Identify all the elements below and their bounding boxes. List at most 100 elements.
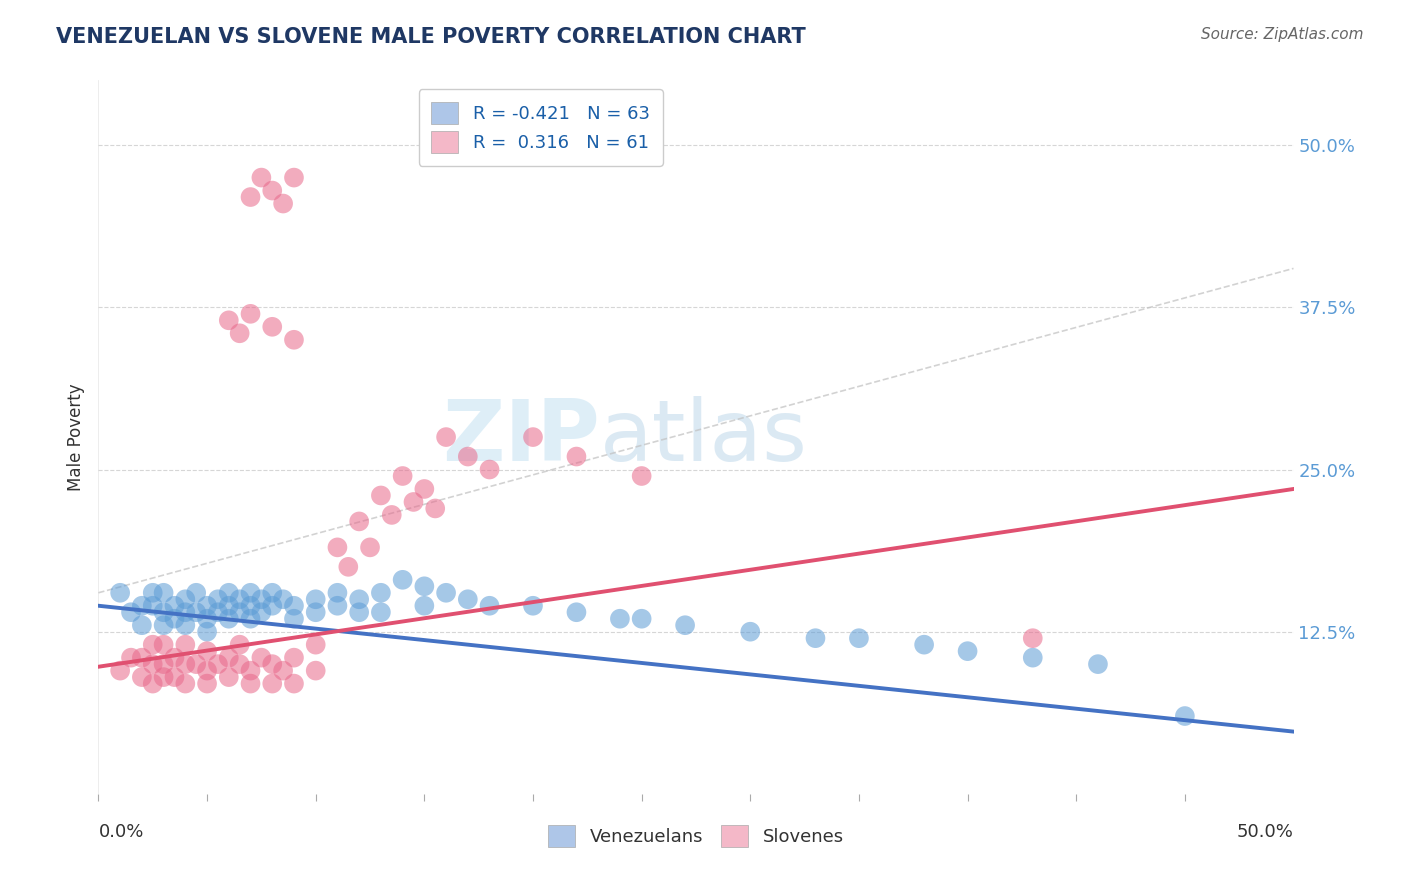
Point	[218, 599, 240, 613]
Point	[565, 450, 588, 464]
Point	[195, 644, 218, 658]
Point	[218, 612, 240, 626]
Point	[347, 515, 370, 529]
Point	[163, 670, 186, 684]
Point	[425, 501, 447, 516]
Point	[239, 599, 262, 613]
Point	[522, 430, 544, 444]
Point	[283, 333, 305, 347]
Point	[207, 657, 229, 672]
Point	[163, 650, 186, 665]
Point	[370, 586, 392, 600]
Point	[1022, 631, 1045, 645]
Text: atlas: atlas	[600, 395, 808, 479]
Point	[163, 612, 186, 626]
Point	[218, 650, 240, 665]
Point	[305, 592, 328, 607]
Point	[630, 612, 652, 626]
Point	[262, 586, 284, 600]
Point	[131, 599, 153, 613]
Point	[218, 670, 240, 684]
Point	[207, 605, 229, 619]
Point	[218, 586, 240, 600]
Point	[347, 592, 370, 607]
Point	[370, 605, 392, 619]
Point	[131, 650, 153, 665]
Point	[108, 586, 131, 600]
Point	[565, 605, 588, 619]
Point	[195, 624, 218, 639]
Point	[195, 599, 218, 613]
Point	[359, 541, 381, 555]
Point	[152, 670, 174, 684]
Point	[250, 650, 273, 665]
Point	[131, 670, 153, 684]
Point	[239, 586, 262, 600]
Point	[1087, 657, 1109, 672]
Point	[326, 586, 349, 600]
Point	[283, 612, 305, 626]
Point	[174, 618, 197, 632]
Point	[434, 430, 457, 444]
Point	[305, 605, 328, 619]
Point	[142, 676, 165, 690]
Point	[250, 592, 273, 607]
Point	[326, 599, 349, 613]
Point	[262, 184, 284, 198]
Point	[174, 592, 197, 607]
Point	[228, 638, 250, 652]
Point	[186, 586, 208, 600]
Point	[740, 624, 762, 639]
Point	[152, 605, 174, 619]
Point	[262, 319, 284, 334]
Point	[391, 469, 413, 483]
Point	[228, 326, 250, 341]
Point	[142, 586, 165, 600]
Point	[152, 657, 174, 672]
Point	[228, 657, 250, 672]
Point	[347, 605, 370, 619]
Point	[262, 599, 284, 613]
Point	[228, 592, 250, 607]
Point	[262, 676, 284, 690]
Point	[152, 638, 174, 652]
Point	[337, 559, 360, 574]
Point	[609, 612, 631, 626]
Point	[108, 664, 131, 678]
Point	[326, 541, 349, 555]
Point	[381, 508, 404, 522]
Point	[457, 592, 479, 607]
Point	[239, 612, 262, 626]
Point	[305, 638, 328, 652]
Point	[370, 488, 392, 502]
Point	[1174, 709, 1197, 723]
Point	[239, 676, 262, 690]
Point	[271, 592, 294, 607]
Point	[912, 638, 935, 652]
Point	[283, 676, 305, 690]
Point	[152, 618, 174, 632]
Point	[152, 586, 174, 600]
Point	[250, 170, 273, 185]
Legend: Venezuelans, Slovenes: Venezuelans, Slovenes	[538, 816, 853, 856]
Point	[142, 638, 165, 652]
Text: ZIP: ZIP	[443, 395, 600, 479]
Point	[174, 657, 197, 672]
Point	[186, 605, 208, 619]
Point	[1022, 650, 1045, 665]
Point	[250, 605, 273, 619]
Point	[630, 469, 652, 483]
Y-axis label: Male Poverty: Male Poverty	[66, 384, 84, 491]
Text: VENEZUELAN VS SLOVENE MALE POVERTY CORRELATION CHART: VENEZUELAN VS SLOVENE MALE POVERTY CORRE…	[56, 27, 806, 46]
Point	[174, 605, 197, 619]
Point	[413, 599, 436, 613]
Text: 50.0%: 50.0%	[1237, 822, 1294, 840]
Point	[283, 650, 305, 665]
Point	[271, 196, 294, 211]
Point	[391, 573, 413, 587]
Point	[522, 599, 544, 613]
Point	[131, 618, 153, 632]
Point	[402, 495, 425, 509]
Point	[478, 462, 501, 476]
Point	[413, 579, 436, 593]
